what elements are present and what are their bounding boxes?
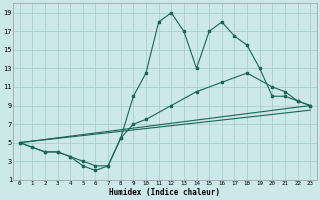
X-axis label: Humidex (Indice chaleur): Humidex (Indice chaleur)	[109, 188, 220, 197]
